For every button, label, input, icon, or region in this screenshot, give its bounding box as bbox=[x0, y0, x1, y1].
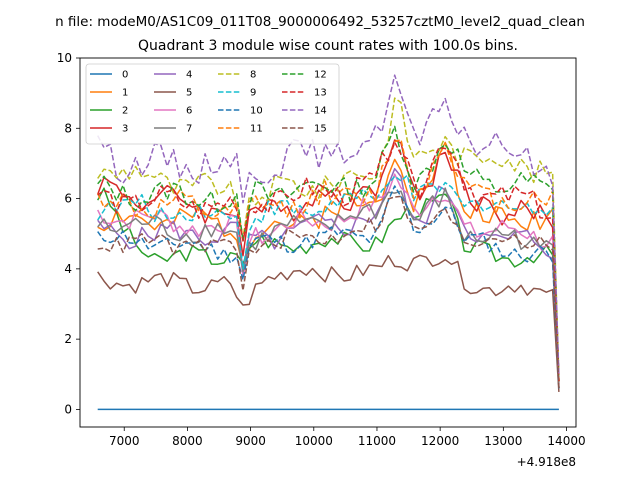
x-tick-label: 13000 bbox=[484, 434, 522, 448]
series-line-13 bbox=[97, 141, 560, 382]
y-tick-label: 2 bbox=[64, 332, 72, 346]
series-line-7 bbox=[97, 187, 560, 389]
series-line-5 bbox=[97, 254, 560, 392]
legend-label: 15 bbox=[314, 124, 327, 135]
chart-title: Quadrant 3 module wise count rates with … bbox=[138, 38, 518, 54]
series-line-9 bbox=[97, 174, 560, 382]
y-tick-label: 6 bbox=[64, 192, 72, 206]
legend-label: 0 bbox=[122, 70, 128, 81]
legend-label: 6 bbox=[186, 106, 192, 117]
x-tick-label: 8000 bbox=[172, 434, 203, 448]
y-tick-label: 0 bbox=[64, 402, 72, 416]
legend-label: 14 bbox=[314, 106, 327, 117]
legend-label: 5 bbox=[186, 88, 192, 99]
series-line-10 bbox=[97, 185, 560, 389]
plot-frame bbox=[79, 57, 577, 428]
legend-label: 4 bbox=[186, 70, 192, 81]
legend-label: 7 bbox=[186, 124, 192, 135]
series-line-6 bbox=[97, 173, 560, 385]
y-axis: 0 2 4 6 8 10 bbox=[57, 51, 80, 416]
x-axis: 7000 8000 9000 10000 11000 12000 13000 14000 bbox=[109, 427, 586, 448]
series-line-1 bbox=[97, 141, 560, 382]
legend-label: 11 bbox=[250, 124, 263, 135]
x-tick-label: 7000 bbox=[109, 434, 140, 448]
legend-label: 1 bbox=[122, 88, 128, 99]
legend-label: 9 bbox=[250, 88, 256, 99]
figure-suptitle: n file: modeM0/AS1C09_011T08_9000006492_… bbox=[55, 14, 585, 30]
legend-label: 8 bbox=[250, 70, 256, 81]
legend-label: 12 bbox=[314, 70, 327, 81]
legend-label: 2 bbox=[122, 106, 128, 117]
x-tick-label: 11000 bbox=[358, 434, 396, 448]
legend-label: 3 bbox=[122, 124, 128, 135]
series-line-12 bbox=[97, 125, 560, 382]
legend-box bbox=[85, 63, 340, 145]
x-tick-label: 10000 bbox=[295, 434, 333, 448]
series-line-11 bbox=[97, 138, 560, 382]
legend-label: 10 bbox=[250, 106, 263, 117]
series-line-14 bbox=[97, 74, 560, 375]
x-tick-label: 14000 bbox=[547, 434, 585, 448]
y-tick-label: 4 bbox=[64, 262, 72, 276]
series-line-15 bbox=[97, 195, 560, 389]
x-axis-offset-label: +4.918e8 bbox=[517, 455, 576, 469]
x-tick-label: 12000 bbox=[421, 434, 459, 448]
y-tick-label: 8 bbox=[64, 121, 72, 135]
y-tick-label: 10 bbox=[57, 51, 72, 65]
series-layer bbox=[96, 74, 560, 411]
x-tick-label: 9000 bbox=[235, 434, 266, 448]
series-line-8 bbox=[97, 97, 560, 378]
legend-label: 13 bbox=[314, 88, 327, 99]
